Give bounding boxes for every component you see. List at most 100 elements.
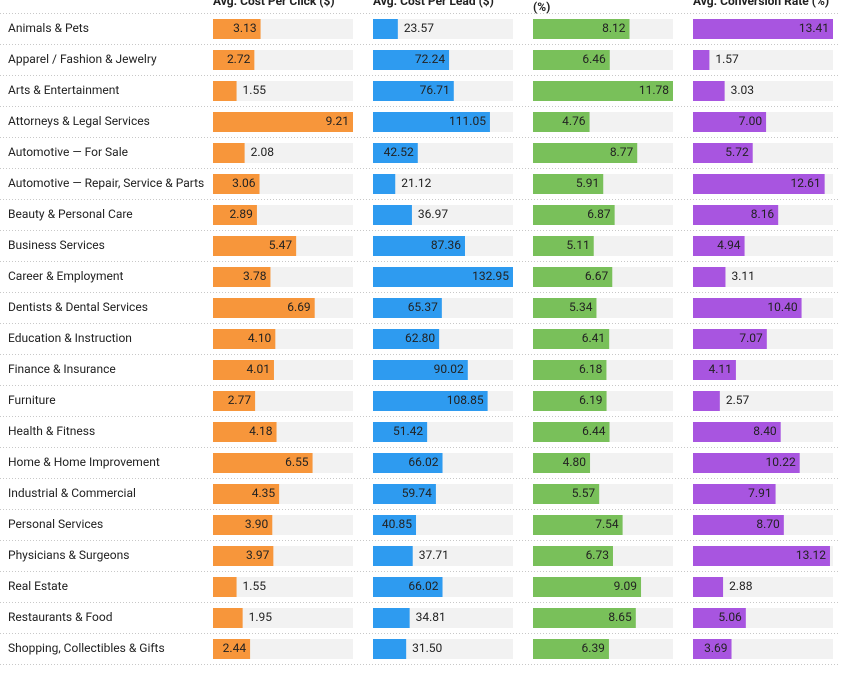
bar <box>213 577 237 597</box>
value-label: 6.55 <box>285 455 309 469</box>
row-label: Furniture <box>8 393 56 407</box>
bar <box>213 112 353 132</box>
bar <box>533 422 610 442</box>
value-label: 66.02 <box>408 579 438 593</box>
bar-track <box>213 608 353 628</box>
value-label: 65.37 <box>408 300 438 314</box>
bar-track <box>213 81 353 101</box>
value-label: 59.74 <box>402 486 432 500</box>
value-label: 1.55 <box>243 83 267 97</box>
value-label: 2.08 <box>251 145 275 159</box>
bar <box>373 81 454 101</box>
bar <box>533 298 597 318</box>
row-label: Automotive — For Sale <box>8 145 128 159</box>
row-label: Real Estate <box>8 579 68 593</box>
bar <box>373 546 413 566</box>
bar <box>693 50 710 70</box>
bar <box>693 546 830 566</box>
value-label: 1.57 <box>715 52 739 66</box>
row-label: Beauty & Personal Care <box>8 207 133 221</box>
value-label: 5.11 <box>566 238 589 252</box>
value-label: 8.12 <box>602 21 626 35</box>
bar <box>373 360 468 380</box>
value-label: 4.76 <box>562 114 586 128</box>
value-label: 111.05 <box>449 114 486 128</box>
row-label: Animals & Pets <box>8 21 89 35</box>
bar <box>213 174 260 194</box>
value-label: 34.81 <box>416 610 446 624</box>
bar <box>693 639 732 659</box>
row-label: Industrial & Commercial <box>8 486 136 500</box>
bar <box>373 267 513 287</box>
bar <box>213 19 261 39</box>
bar <box>373 453 443 473</box>
value-label: 3.13 <box>233 21 256 35</box>
bar <box>213 422 277 442</box>
value-label: 23.57 <box>404 21 434 35</box>
value-label: 51.42 <box>393 424 423 438</box>
row-label: Finance & Insurance <box>8 362 116 376</box>
bar <box>373 174 396 194</box>
bar-track <box>693 81 833 101</box>
bar <box>213 236 297 256</box>
value-label: 8.16 <box>751 207 775 221</box>
bar <box>693 453 800 473</box>
row-label: Personal Services <box>8 517 103 531</box>
row-label: Home & Home Improvement <box>8 455 160 469</box>
column-header: Avg. Conversion Rate (%) <box>693 0 829 8</box>
value-label: 13.12 <box>796 548 826 562</box>
value-label: 6.69 <box>287 300 310 314</box>
bar <box>213 81 237 101</box>
value-label: 5.57 <box>572 486 596 500</box>
value-label: 3.78 <box>243 269 267 283</box>
bar <box>533 484 600 504</box>
row-label: Career & Employment <box>8 269 123 283</box>
value-label: 10.40 <box>767 300 797 314</box>
bar <box>373 205 412 225</box>
bar <box>693 19 833 39</box>
bar <box>213 639 251 659</box>
bar <box>693 608 746 628</box>
bar <box>693 391 720 411</box>
bar <box>693 515 784 535</box>
bar <box>373 298 442 318</box>
bar <box>533 329 610 349</box>
value-label: 2.57 <box>726 393 750 407</box>
value-label: 4.01 <box>247 362 270 376</box>
value-label: 13.41 <box>799 21 829 35</box>
value-label: 3.03 <box>731 83 754 97</box>
bar <box>213 515 273 535</box>
bar <box>693 422 781 442</box>
value-label: 8.77 <box>610 145 634 159</box>
value-label: 8.70 <box>756 517 780 531</box>
bar <box>533 360 607 380</box>
value-label: 6.41 <box>582 331 605 345</box>
bar <box>533 50 610 70</box>
value-label: 6.18 <box>579 362 603 376</box>
bar <box>533 546 613 566</box>
bar <box>373 484 436 504</box>
bar <box>533 577 642 597</box>
value-label: 6.19 <box>579 393 602 407</box>
value-label: 6.46 <box>582 52 606 66</box>
value-label: 3.90 <box>245 517 269 531</box>
value-label: 5.47 <box>269 238 293 252</box>
value-label: 10.22 <box>766 455 796 469</box>
value-label: 4.94 <box>717 238 741 252</box>
value-label: 2.44 <box>223 641 247 655</box>
bar <box>693 267 726 287</box>
bar <box>213 267 271 287</box>
bar <box>373 391 488 411</box>
bar <box>693 174 825 194</box>
bar <box>213 546 274 566</box>
bar <box>373 577 443 597</box>
value-label: 66.02 <box>408 455 438 469</box>
bar <box>533 453 591 473</box>
column-header: Avg. Cost Per Lead ($) <box>373 0 494 8</box>
row-label: Automotive — Repair, Service & Parts <box>8 176 204 190</box>
bar <box>213 143 245 163</box>
bar-track <box>693 577 833 597</box>
bar-track <box>373 639 513 659</box>
value-label: 42.52 <box>384 145 414 159</box>
value-label: 2.88 <box>729 579 753 593</box>
